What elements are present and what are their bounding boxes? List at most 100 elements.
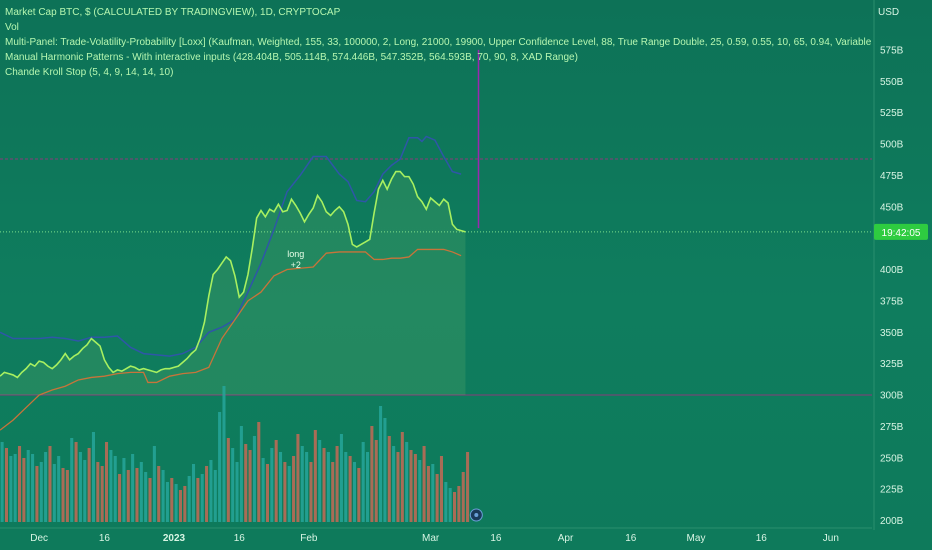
volume-bar — [422, 446, 426, 522]
volume-bar — [52, 464, 56, 522]
volume-bar — [413, 454, 417, 522]
volume-bar — [313, 430, 317, 522]
annotation-plus2: +2 — [291, 260, 301, 270]
y-tick-label: 275B — [880, 422, 904, 433]
x-tick-label: 2023 — [163, 533, 186, 544]
volume-bar — [18, 446, 22, 522]
y-tick-label: 225B — [880, 485, 904, 496]
volume-bar — [287, 466, 291, 522]
y-tick-label: 400B — [880, 265, 904, 276]
volume-bar — [105, 442, 109, 522]
x-tick-label: 16 — [625, 533, 637, 544]
volume-bar — [218, 412, 222, 522]
volume-bar — [61, 468, 65, 522]
currency-label: USD — [878, 7, 899, 18]
y-tick-label: 300B — [880, 391, 904, 402]
volume-bar — [209, 460, 213, 522]
volume-bar — [265, 464, 269, 522]
volume-bar — [435, 474, 439, 522]
x-tick-label: Feb — [300, 533, 318, 544]
band-fill — [0, 171, 466, 395]
volume-bar — [466, 452, 470, 522]
legend-chande[interactable]: Chande Kroll Stop (5, 4, 9, 14, 14, 10) — [5, 67, 174, 78]
indicator-legend: Market Cap BTC, $ (CALCULATED BY TRADING… — [5, 5, 873, 80]
x-tick-label: 16 — [99, 533, 111, 544]
volume-bar — [174, 484, 178, 522]
volume-bar — [200, 474, 204, 522]
volume-bar — [83, 460, 87, 522]
x-tick-label: Jun — [823, 533, 839, 544]
volume-bar — [244, 444, 248, 522]
volume-bar — [392, 446, 396, 522]
y-tick-label: 575B — [880, 45, 904, 56]
volume-bar — [400, 432, 404, 522]
volume-bar — [213, 470, 217, 522]
volume-bar — [9, 456, 13, 522]
volume-bar — [48, 446, 52, 522]
volume-bar — [322, 448, 326, 522]
legend-symbol[interactable]: Market Cap BTC, $ (CALCULATED BY TRADING… — [5, 7, 341, 18]
volume-bar — [205, 466, 209, 522]
volume-bar — [4, 448, 8, 522]
volume-bar — [396, 452, 400, 522]
volume-bar — [331, 462, 335, 522]
volume-bar — [448, 488, 452, 522]
x-tick-label: 16 — [234, 533, 246, 544]
legend-multi-panel[interactable]: Multi-Panel: Trade-Volatility-Probabilit… — [5, 37, 873, 48]
volume-bar — [431, 464, 435, 522]
volume-bar — [292, 456, 296, 522]
volume-bar — [296, 434, 300, 522]
volume-bar — [257, 422, 261, 522]
volume-bar — [344, 452, 348, 522]
volume-bar — [270, 448, 274, 522]
volume-bar — [439, 456, 443, 522]
x-tick-label: Apr — [558, 533, 574, 544]
volume-bar — [139, 462, 143, 522]
volume-bar — [74, 442, 78, 522]
volume-bar — [192, 464, 196, 522]
volume-bar — [361, 442, 365, 522]
volume-bar — [348, 456, 352, 522]
volume-bar — [300, 446, 304, 522]
volume-bar — [152, 446, 156, 522]
volume-bar — [122, 458, 126, 522]
volume-bar — [131, 454, 135, 522]
volume-bar — [113, 456, 117, 522]
volume-bar — [418, 460, 422, 522]
lower-stop-line — [0, 248, 462, 431]
volume-bar — [135, 468, 139, 522]
price-area-fill — [0, 171, 466, 395]
volume-bar — [161, 470, 165, 522]
annotation-long: long — [287, 249, 304, 259]
volume-bar — [178, 490, 182, 522]
volume-bar — [118, 474, 122, 522]
volume-bar — [426, 466, 430, 522]
crosshair-icon-dot — [474, 513, 479, 517]
x-tick-label: 16 — [490, 533, 502, 544]
x-tick-label: Dec — [30, 533, 48, 544]
volume-bar — [387, 436, 391, 522]
y-tick-label: 350B — [880, 328, 904, 339]
volume-bar — [44, 452, 48, 522]
y-tick-label: 500B — [880, 140, 904, 151]
horizontal-lines — [0, 158, 872, 396]
price-line — [0, 170, 466, 379]
volume-bar — [318, 440, 322, 522]
volume-bar — [70, 438, 74, 522]
volume-bar — [109, 450, 113, 522]
volume-bar — [366, 452, 370, 522]
volume-bar — [357, 468, 361, 522]
volume-bar — [196, 478, 200, 522]
volume-bar — [370, 426, 374, 522]
volume-bar — [157, 466, 161, 522]
volume-bar — [22, 458, 26, 522]
legend-harmonic[interactable]: Manual Harmonic Patterns - With interact… — [5, 52, 578, 63]
legend-volume[interactable]: Vol — [5, 22, 19, 33]
x-tick-label: May — [687, 533, 706, 544]
y-tick-label: 450B — [880, 202, 904, 213]
x-tick-label: Mar — [422, 533, 440, 544]
volume-bar — [91, 432, 95, 522]
volume-bar — [0, 442, 4, 522]
volume-bar — [274, 440, 278, 522]
